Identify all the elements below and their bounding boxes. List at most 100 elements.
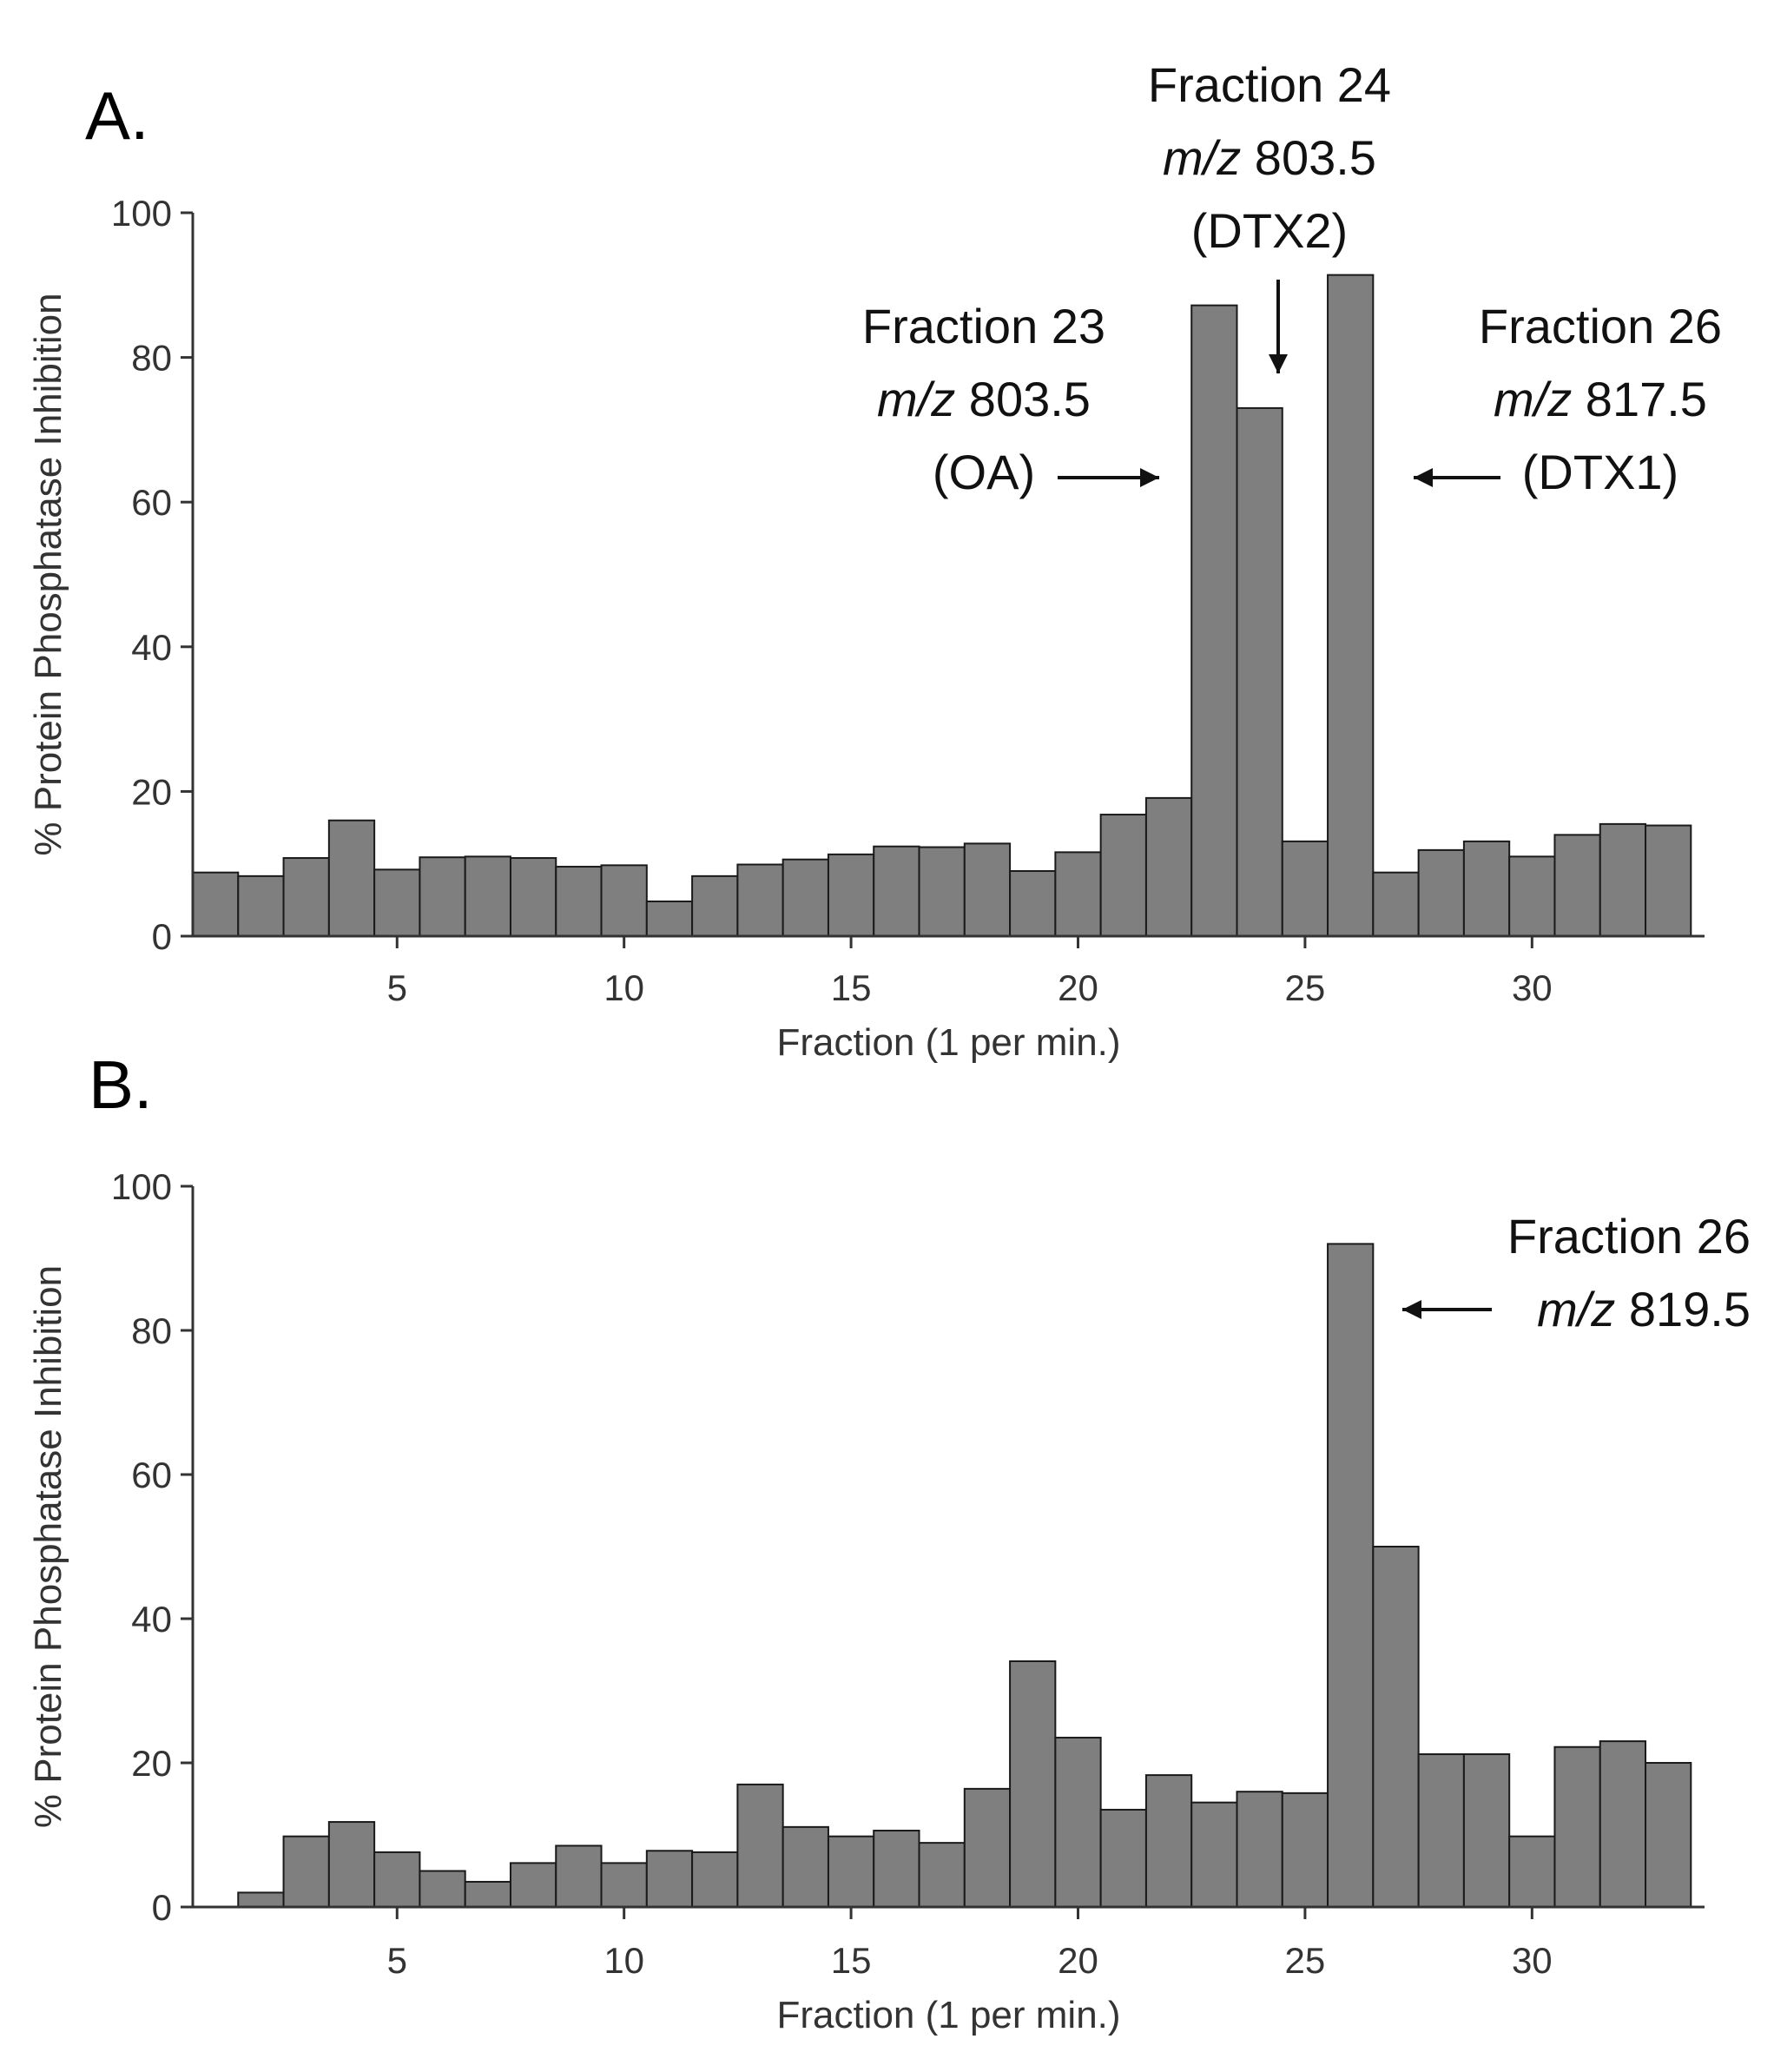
annotation-mz-value: 817.5: [1572, 372, 1707, 426]
y-tick-label: 60: [131, 1455, 172, 1495]
bar-fraction-16: [873, 1830, 920, 1909]
bar-fraction-2: [237, 874, 285, 938]
annotation-line: (OA): [933, 445, 1035, 499]
annotation-fraction-26: Fraction 26 m/z 819.5: [1402, 1209, 1751, 1336]
bar-fraction-33: [1645, 1762, 1692, 1908]
x-tick-label: 5: [387, 1940, 407, 1981]
bar-fraction-30: [1508, 1835, 1556, 1908]
bar-fraction-5: [373, 868, 421, 938]
annotation-line: (DTX1): [1522, 445, 1678, 499]
bar-fraction-13: [736, 863, 784, 938]
annotation-mz-italic: m/z: [1163, 130, 1241, 185]
annotation-arrow-head: [1414, 468, 1433, 487]
bar-fraction-18: [963, 1787, 1012, 1908]
annotation-line: m/z 803.5: [877, 372, 1091, 426]
bar-fraction-29: [1462, 1753, 1511, 1909]
y-tick-label: 100: [111, 1166, 172, 1207]
bar-fraction-22: [1144, 1774, 1193, 1908]
bar-fraction-3: [282, 857, 330, 938]
y-tick-label: 80: [131, 338, 172, 379]
bar-fraction-15: [827, 1835, 875, 1908]
annotation-line: m/z 803.5: [1163, 130, 1376, 185]
x-tick-label: 5: [387, 967, 407, 1008]
y-tick-label: 20: [131, 771, 172, 812]
panel-a-bar-chart: A. 0 20 40 60 80 100 5 10 15 20 25 30 Fraction (1 per…: [27, 57, 1722, 1064]
bar-fraction-9: [555, 866, 603, 937]
bar-fraction-28: [1417, 848, 1465, 937]
annotation-mz-italic: m/z: [877, 372, 955, 426]
y-tick-label: 80: [131, 1310, 172, 1351]
x-axis-title: Fraction (1 per min.): [776, 1994, 1120, 2036]
y-tick-label: 100: [111, 193, 172, 234]
bar-fraction-18: [963, 842, 1012, 937]
bar-fraction-22: [1144, 796, 1193, 937]
bar-fraction-19: [1009, 1660, 1057, 1908]
bar-fraction-7: [464, 1880, 511, 1908]
annotation-mz-italic: m/z: [1537, 1282, 1615, 1336]
bar-fraction-25: [1281, 840, 1329, 938]
bar-fraction-8: [509, 1862, 557, 1909]
x-tick-label: 25: [1285, 967, 1326, 1008]
y-tick-label: 40: [131, 1599, 172, 1640]
bar-fraction-32: [1599, 822, 1647, 938]
x-tick-label: 25: [1285, 1940, 1326, 1981]
bar-fraction-6: [419, 1870, 466, 1908]
bar-fraction-31: [1553, 1745, 1601, 1908]
bar-fraction-2: [237, 1891, 285, 1908]
x-tick-label: 15: [831, 967, 872, 1008]
bar-fraction-24: [1236, 1791, 1283, 1908]
bar-fraction-15: [827, 853, 875, 937]
bar-fraction-10: [600, 1862, 648, 1909]
y-tick-label: 40: [131, 627, 172, 668]
annotation-fraction-24: Fraction 24 m/z 803.5 (DTX2): [1148, 57, 1391, 373]
bar-fraction-10: [600, 864, 648, 938]
bar-fraction-26: [1327, 1243, 1375, 1908]
bar-fraction-9: [555, 1844, 603, 1908]
bar-fraction-21: [1099, 1808, 1147, 1908]
bar-fraction-12: [691, 874, 739, 938]
bar-fraction-12: [691, 1851, 739, 1908]
x-tick-label: 30: [1512, 967, 1553, 1008]
bar-fraction-23: [1190, 1801, 1238, 1908]
bar-fraction-1: [192, 871, 240, 937]
x-tick-label: 20: [1058, 967, 1098, 1008]
bar-fraction-28: [1417, 1753, 1465, 1909]
x-tick-label: 10: [603, 1940, 644, 1981]
bar-fraction-17: [918, 1842, 966, 1908]
bar-fraction-11: [645, 901, 694, 937]
bar-fraction-7: [464, 855, 511, 937]
y-axis-title: % Protein Phosphatase Inhibition: [27, 1265, 69, 1828]
bar-fraction-5: [373, 1851, 421, 1908]
bar-fraction-21: [1099, 814, 1147, 938]
y-tick-label: 0: [152, 1887, 172, 1928]
bar-fraction-8: [509, 857, 557, 938]
bar-fraction-4: [327, 819, 376, 937]
bar-fraction-29: [1462, 840, 1511, 938]
bar-fraction-24: [1236, 406, 1283, 938]
x-tick-label: 10: [603, 967, 644, 1008]
annotation-fraction-23: Fraction 23 m/z 803.5 (OA): [862, 299, 1159, 499]
x-tick-label: 20: [1058, 1940, 1098, 1981]
annotation-mz-value: 803.5: [955, 372, 1091, 426]
bar-fraction-31: [1553, 834, 1601, 938]
bar-fraction-14: [781, 858, 829, 938]
bar-fraction-16: [873, 845, 920, 938]
x-tick-label: 15: [831, 1940, 872, 1981]
annotation-line: m/z 819.5: [1537, 1282, 1751, 1336]
x-axis-title: Fraction (1 per min.): [776, 1021, 1120, 1064]
bar-fraction-26: [1327, 274, 1375, 937]
bar-fraction-6: [419, 856, 466, 937]
panel-label: A.: [85, 77, 149, 154]
annotation-line: Fraction 26: [1507, 1209, 1751, 1264]
annotation-line: Fraction 24: [1148, 57, 1391, 112]
bar-fraction-32: [1599, 1740, 1647, 1908]
bar-fraction-13: [736, 1783, 784, 1908]
annotation-line: (DTX2): [1191, 203, 1348, 258]
annotation-mz-italic: m/z: [1494, 372, 1572, 426]
y-axis-title: % Protein Phosphatase Inhibition: [27, 293, 69, 855]
bar-fraction-25: [1281, 1792, 1329, 1909]
annotation-line: Fraction 26: [1479, 299, 1722, 353]
annotation-arrow-head: [1269, 354, 1288, 373]
bar-fraction-33: [1645, 824, 1692, 938]
